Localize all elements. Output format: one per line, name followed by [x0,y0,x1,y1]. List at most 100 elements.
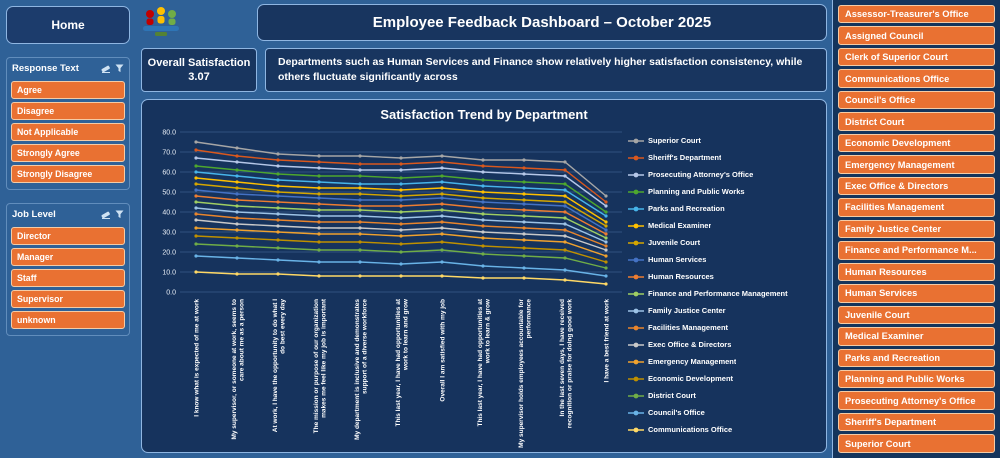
home-button[interactable]: Home [6,6,130,44]
data-point [604,228,608,232]
legend-item[interactable]: Medical Examiner [628,217,820,234]
job-level-option[interactable]: Supervisor [11,290,125,308]
legend-marker [628,359,644,364]
data-point [358,192,362,196]
department-button[interactable]: Family Justice Center [838,219,995,239]
data-point [440,196,444,200]
data-point [522,202,526,206]
response-text-option[interactable]: Disagree [11,102,125,120]
legend-item[interactable]: Human Services [628,251,820,268]
data-point [276,272,280,276]
eraser-icon[interactable] [101,210,111,219]
job-level-option[interactable]: Staff [11,269,125,287]
data-point [276,200,280,204]
data-point [440,174,444,178]
data-point [522,198,526,202]
y-axis-tick-label: 30.0 [162,229,176,236]
legend-item[interactable]: Emergency Management [628,353,820,370]
data-point [276,190,280,194]
y-axis-tick-label: 50.0 [162,189,176,196]
department-button[interactable]: District Court [838,112,995,131]
x-axis-label: work to learn & grow [484,298,491,364]
data-point [358,186,362,190]
response-text-option[interactable]: Not Applicable [11,123,125,141]
data-point [317,192,321,196]
legend-item[interactable]: Economic Development [628,370,820,387]
legend-item[interactable]: District Court [628,387,820,404]
data-point [440,248,444,252]
legend-item[interactable]: Juvenile Court [628,234,820,251]
legend-item[interactable]: Sheriff's Department [628,149,820,166]
department-button[interactable]: Juvenile Court [838,305,995,325]
data-point [481,276,485,280]
data-point [194,234,198,238]
legend-label: Family Justice Center [648,306,726,315]
department-button[interactable]: Clerk of Superior Court [838,47,995,67]
response-text-option[interactable]: Strongly Disagree [11,165,125,183]
legend-item[interactable]: Prosecuting Attorney's Office [628,166,820,183]
data-point [481,264,485,268]
department-button[interactable]: Emergency Management [838,155,995,174]
legend-item[interactable]: Facilities Management [628,319,820,336]
legend-item[interactable]: Family Justice Center [628,302,820,319]
eraser-icon[interactable] [101,64,111,73]
department-button[interactable]: Sheriff's Department [838,412,995,432]
department-button[interactable]: Human Services [838,284,995,303]
legend-label: Parks and Recreation [648,204,725,213]
department-button[interactable]: Human Resources [838,262,995,282]
department-button[interactable]: Superior Court [838,434,995,453]
department-button[interactable]: Assessor-Treasurer's Office [838,5,995,24]
kpi-value: 3.07 [188,71,210,83]
department-button[interactable]: Communications Office [838,69,995,88]
department-button[interactable]: Exec Office & Directors [838,176,995,196]
legend-item[interactable]: Communications Office [628,421,820,438]
data-point [481,170,485,174]
data-point [604,244,608,248]
legend-item[interactable]: Finance and Performance Management [628,285,820,302]
data-point [399,204,403,208]
data-point [604,274,608,278]
data-point [276,178,280,182]
legend-item[interactable]: Exec Office & Directors [628,336,820,353]
data-point [563,182,567,186]
data-point [276,152,280,156]
data-point [194,148,198,152]
department-button[interactable]: Council's Office [838,90,995,110]
department-button[interactable]: Medical Examiner [838,327,995,346]
header-row: Employee Feedback Dashboard – October 20… [141,3,827,41]
funnel-icon[interactable] [115,210,124,219]
department-button[interactable]: Economic Development [838,133,995,153]
chart-title: Satisfaction Trend by Department [380,107,588,122]
legend-item[interactable]: Human Resources [628,268,820,285]
job-level-option[interactable]: Manager [11,248,125,266]
department-button[interactable]: Finance and Performance M... [838,241,995,260]
legend-marker [628,155,644,160]
legend-item[interactable]: Parks and Recreation [628,200,820,217]
legend-item[interactable]: Planning and Public Works [628,183,820,200]
department-button[interactable]: Assigned Council [838,26,995,45]
job-level-option[interactable]: unknown [11,311,125,329]
response-text-option[interactable]: Strongly Agree [11,144,125,162]
x-axis-label: The mission or purpose of our organizati… [313,299,320,433]
data-point [276,258,280,262]
department-button[interactable]: Prosecuting Attorney's Office [838,391,995,410]
data-point [440,180,444,184]
response-text-option[interactable]: Agree [11,81,125,99]
data-point [440,192,444,196]
data-point [276,172,280,176]
data-point [563,188,567,192]
job-level-option[interactable]: Director [11,227,125,245]
y-axis-tick-label: 70.0 [162,149,176,156]
funnel-icon[interactable] [115,64,124,73]
job-level-items: Director Manager Staff Supervisor unknown [11,227,125,329]
data-point [522,208,526,212]
data-point [276,158,280,162]
data-point [440,274,444,278]
department-button[interactable]: Planning and Public Works [838,369,995,389]
legend-item[interactable]: Council's Office [628,404,820,421]
data-point [317,166,321,170]
department-button[interactable]: Parks and Recreation [838,348,995,367]
legend-item[interactable]: Superior Court [628,132,820,149]
department-button[interactable]: Facilities Management [838,198,995,217]
data-point [399,210,403,214]
